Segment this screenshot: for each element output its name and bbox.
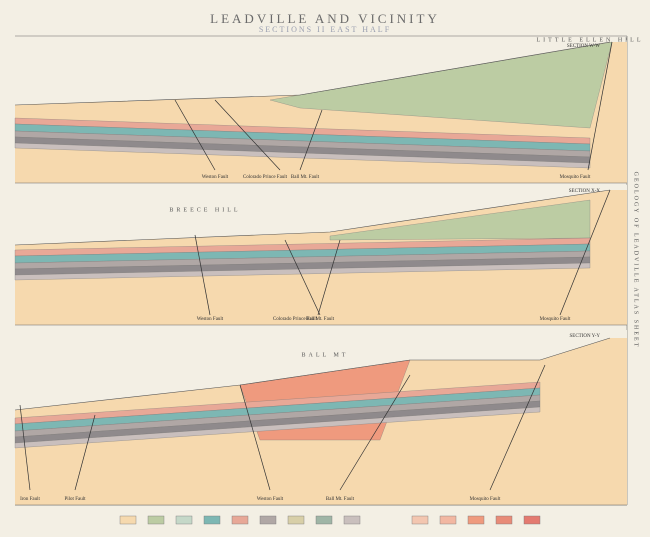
fault-label: Mosquito Fault (560, 175, 591, 180)
fault-line (339, 374, 411, 491)
fault-label: Weston Fault (202, 175, 229, 180)
fault-label: Mosquito Fault (540, 317, 571, 322)
fault-line (239, 384, 271, 491)
legend-swatch (175, 515, 193, 525)
legend-swatch (343, 515, 361, 525)
legend-swatch (287, 515, 305, 525)
fault-label: Ball Mt. Fault (326, 497, 355, 502)
rock-layer (14, 262, 591, 281)
legend-swatch (439, 515, 457, 525)
fault-line (559, 189, 611, 316)
legend-swatch (259, 515, 277, 525)
surface (14, 189, 611, 246)
rock-layer (14, 406, 541, 449)
legend-swatch (467, 515, 485, 525)
legend-swatch (495, 515, 513, 525)
legend-swatch (523, 515, 541, 525)
title: LEADVILLE AND VICINITY (210, 11, 440, 26)
fault-label: Weston Fault (197, 317, 224, 322)
section-label: SECTION Y-Y (569, 334, 600, 339)
fault-label: Ball Mt. Fault (291, 175, 320, 180)
fault-label: Ball Mt. Fault (306, 317, 335, 322)
fault-line (299, 109, 323, 171)
fault-line (587, 41, 613, 171)
fault-line (317, 239, 341, 316)
subtitle: SECTIONS II EAST HALF (259, 25, 391, 34)
fault-line (74, 414, 96, 491)
hill-name: BREECE HILL (169, 207, 240, 213)
fault-label: Iron Fault (20, 497, 40, 502)
hill-name: BALL MT (302, 352, 349, 358)
rock-layer (14, 142, 591, 169)
fault-label: Weston Fault (257, 497, 284, 502)
hill-name: LITTLE ELLEN HILL (537, 37, 644, 43)
legend-swatch (203, 515, 221, 525)
fault-line (194, 234, 211, 316)
fault-label: Colorado Prince Fault (243, 175, 288, 180)
fault-label: Pilot Fault (65, 497, 87, 502)
section-label: SECTION W-W (567, 44, 600, 49)
legend-swatch (411, 515, 429, 525)
fault-line (19, 404, 31, 491)
legend-swatch (119, 515, 137, 525)
surface (14, 337, 611, 411)
legend (119, 515, 541, 525)
fault-line (284, 239, 321, 316)
fault-label: Colorado Prince Fault (273, 317, 318, 322)
legend-swatch (231, 515, 249, 525)
fault-label: Mosquito Fault (470, 497, 501, 502)
fault-line (174, 99, 216, 171)
legend-swatch (315, 515, 333, 525)
side-note: GEOLOGY OF LEADVILLE ATLAS SHEET (633, 172, 639, 349)
sky (15, 40, 627, 105)
section-label: SECTION X-X (569, 189, 601, 194)
fault-line (214, 99, 281, 171)
fault-line (489, 364, 546, 491)
sky (15, 330, 627, 410)
surface (14, 41, 611, 106)
legend-swatch (147, 515, 165, 525)
sky (15, 185, 627, 245)
